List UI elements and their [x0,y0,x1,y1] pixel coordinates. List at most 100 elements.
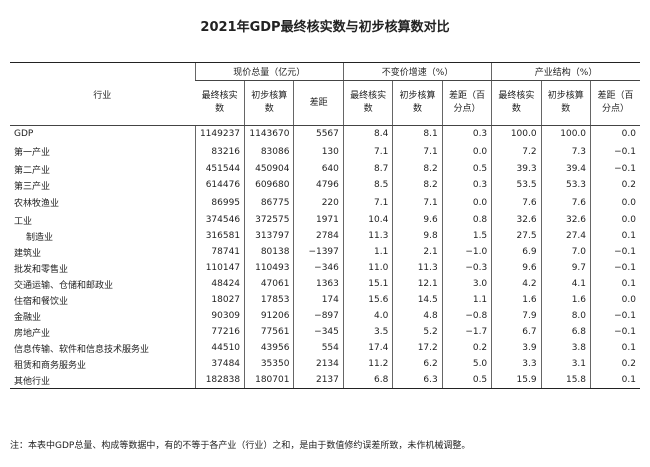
row-label: 制造业 [26,232,54,243]
sub-header: 差距（百分点） [441,80,492,126]
row-label: 工业 [14,216,33,227]
cell: 0.1 [590,372,640,389]
cell: 6.2 [392,356,443,372]
group-header: 不变价增速（%） [342,62,492,81]
cell: −1.7 [441,324,492,340]
cell: 90309 [194,308,245,324]
cell: 640 [293,161,344,177]
cell: 17853 [244,292,294,308]
table-row: 第三产业 614476 609680 4796 8.5 8.2 0.3 53.5 53.3 0.2 [10,177,640,193]
cell: 0.0 [590,125,640,142]
cell: 0.0 [441,142,492,161]
cell: 32.6 [491,212,542,228]
cell: 0.0 [590,292,640,308]
cell: −1.0 [441,244,492,260]
cell: 1971 [293,212,344,228]
cell: 0.2 [441,340,492,356]
cell: 1.5 [441,228,492,244]
cell: 0.1 [590,228,640,244]
cell: 6.7 [491,324,542,340]
cell: 6.8 [540,324,591,340]
table-row: 其他行业 182838 180701 2137 6.8 6.3 0.5 15.9 15.8 0.1 [10,372,640,389]
cell: −0.8 [441,308,492,324]
cell: −346 [293,260,344,276]
row-label: 农林牧渔业 [14,199,60,209]
cell: 47061 [244,276,294,292]
cell: 0.5 [441,372,492,389]
cell: 1149237 [194,125,245,142]
cell: 44510 [194,340,245,356]
sub-header: 初步核算数 [540,80,591,126]
cell: 11.2 [342,356,393,372]
cell: 1363 [293,276,344,292]
cell: 83086 [244,142,294,161]
cell: 182838 [194,372,245,389]
cell: 5.2 [392,324,443,340]
cell: 3.5 [342,324,393,340]
cell: 35350 [244,356,294,372]
cell: 2134 [293,356,344,372]
table-row: 第二产业 451544 450904 640 8.7 8.2 0.5 39.3 39.4 −0.1 [10,161,640,177]
sub-header: 差距（百分点） [590,80,640,126]
header-industry: 行业 [10,62,196,126]
row-label: 其他行业 [10,372,196,389]
cell: 7.9 [491,308,542,324]
title: 2021年GDP最终核实数与初步核算数对比 [200,20,450,35]
cell: 8.2 [392,177,443,193]
cell: 11.3 [342,228,393,244]
cell: −0.1 [590,308,640,324]
sub-header: 最终核实数 [195,80,245,126]
row-label: 第二产业 [14,165,51,176]
table-row: 交通运输、仓储和邮政业 48424 47061 1363 15.1 12.1 3.0 4.2 4… [10,276,640,292]
row-label: 住宿和餐饮业 [14,296,69,307]
row-label: 租赁和商务服务业 [14,360,87,371]
cell: 7.1 [342,193,393,212]
cell: 1.6 [540,292,591,308]
cell: 9.6 [392,212,443,228]
cell: 39.3 [491,161,542,177]
cell: 0.0 [590,212,640,228]
cell: 130 [293,142,344,161]
cell: 83216 [194,142,245,161]
row-label: 房地产业 [14,328,51,339]
cell: 3.0 [441,276,492,292]
table-row: GDP 1149237 1143670 5567 8.4 8.1 0.3 100.0 100.0… [10,125,640,142]
cell: 2137 [293,372,344,389]
cell: 8.2 [392,161,443,177]
cell: 7.6 [491,193,542,212]
cell: 4796 [293,177,344,193]
row-label: 第一产业 [14,148,51,158]
cell: 100.0 [491,125,542,142]
cell: 10.4 [342,212,393,228]
row-label: 建筑业 [14,248,42,259]
table-row: 信息传输、软件和信息技术服务业 44510 43956 554 17.4 17.2 0.2 3… [10,340,640,356]
cell: 5.0 [441,356,492,372]
sub-header: 初步核算数 [392,80,443,126]
cell: 9.7 [540,260,591,276]
cell: 0.3 [441,125,492,142]
cell: 4.0 [342,308,393,324]
cell: 4.2 [491,276,542,292]
row-label: 批发和零售业 [14,264,69,275]
cell: 100.0 [540,125,591,142]
table-row: 批发和零售业 110147 110493 −346 11.0 11.3 −0.3 9.6 9.7… [10,260,640,276]
row-label: 金融业 [14,312,42,323]
group-header: 产业结构（%） [491,62,640,81]
table-row: 建筑业 78741 80138 −1397 1.1 2.1 −1.0 6.9 7.0 −0.1 [10,244,640,260]
cell: 614476 [194,177,245,193]
cell: 9.6 [491,260,542,276]
group-header: 现价总量（亿元） [194,62,344,81]
cell: 1143670 [244,125,294,142]
cell: −345 [293,324,344,340]
cell: 0.1 [590,276,640,292]
cell: 6.9 [491,244,542,260]
cell: −0.3 [441,260,492,276]
cell: 450904 [244,161,294,177]
cell: 11.0 [342,260,393,276]
cell: 17.4 [342,340,393,356]
cell: 86775 [244,193,294,212]
table-row: 租赁和商务服务业 37484 35350 2134 11.2 6.2 5.0 3.3 3.1 0.… [10,356,640,372]
cell: 6.8 [342,372,393,389]
cell: 78741 [194,244,245,260]
cell: 110493 [244,260,294,276]
